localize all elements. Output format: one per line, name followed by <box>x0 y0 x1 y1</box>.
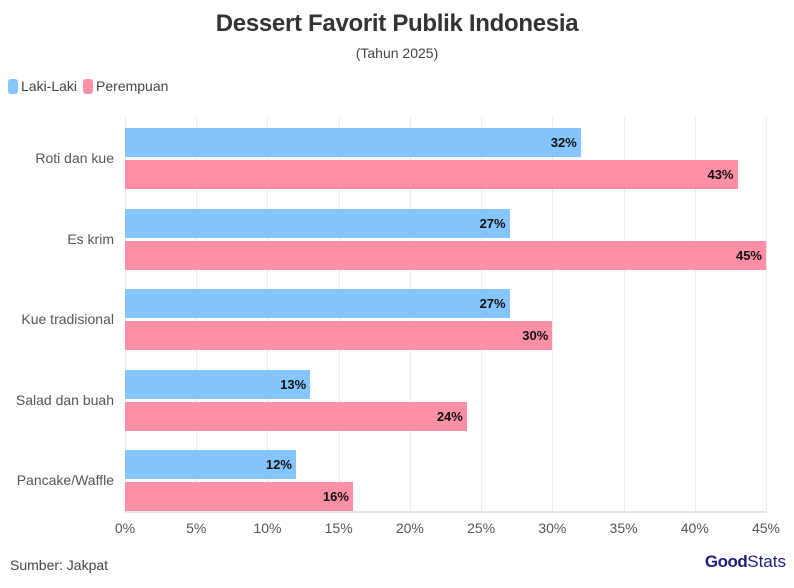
category-label: Kue tradisional <box>21 311 114 327</box>
category-label: Roti dan kue <box>35 150 114 166</box>
x-tick-label: 20% <box>395 520 424 536</box>
bar-perempuan[interactable]: 43% <box>125 160 738 189</box>
legend: Laki-Laki Perempuan <box>8 78 174 94</box>
bar-laki-laki[interactable]: 32% <box>125 128 581 157</box>
x-tick-label: 10% <box>253 520 282 536</box>
gridline <box>766 117 767 513</box>
plot-area: 32% 43% 27% 45% 27% 30% 13% 24% 12% 16% <box>125 117 767 513</box>
x-tick-label: 40% <box>680 520 709 536</box>
bar-value-label: 27% <box>479 296 506 311</box>
bar-laki-laki[interactable]: 12% <box>125 450 296 479</box>
x-tick-label: 35% <box>609 520 638 536</box>
chart-subtitle: (Tahun 2025) <box>355 45 439 61</box>
bar-value-label: 12% <box>265 457 292 472</box>
category-label: Pancake/Waffle <box>16 472 114 488</box>
legend-item-perempuan[interactable]: Perempuan <box>83 78 168 94</box>
logo-bold: Good <box>704 552 748 571</box>
x-tick-label: 25% <box>467 520 496 536</box>
bar-perempuan[interactable]: 24% <box>125 401 467 431</box>
category-label: Es krim <box>67 230 114 247</box>
bar-value-label: 43% <box>707 167 734 182</box>
bar-laki-laki[interactable]: 27% <box>125 289 510 318</box>
gridline <box>623 117 625 513</box>
legend-label: Perempuan <box>96 78 169 94</box>
chart-title: Dessert Favorit Publik Indonesia <box>215 10 579 37</box>
logo-light: Stats <box>747 552 786 571</box>
x-tick-label: 15% <box>324 520 353 536</box>
bar-perempuan[interactable]: 45% <box>125 240 766 270</box>
bar-laki-laki[interactable]: 27% <box>125 208 510 238</box>
source-note: Sumber: Jakpat <box>10 557 109 573</box>
legend-item-laki-laki[interactable]: Laki-Laki <box>8 78 77 94</box>
legend-swatch-laki-laki <box>8 78 18 94</box>
bar-value-label: 45% <box>735 247 762 263</box>
bar-perempuan[interactable]: 30% <box>125 321 553 350</box>
goodstats-logo: Good Stats <box>705 552 786 572</box>
bar-value-label: 24% <box>436 408 463 424</box>
bar-value-label: 13% <box>280 376 307 392</box>
gridline <box>552 117 554 513</box>
x-tick-label: 5% <box>186 520 207 536</box>
x-axis-line <box>125 511 766 513</box>
bar-value-label: 16% <box>322 489 349 504</box>
legend-label: Laki-Laki <box>21 78 78 94</box>
bar-value-label: 32% <box>550 135 577 150</box>
x-tick-label: 30% <box>538 520 567 536</box>
x-tick-label: 45% <box>751 520 781 536</box>
category-label: Salad dan buah <box>15 391 114 408</box>
gridline <box>694 117 696 513</box>
x-tick-label: 0% <box>114 520 136 536</box>
bar-perempuan[interactable]: 16% <box>125 482 353 511</box>
bar-value-label: 30% <box>522 328 549 343</box>
bar-laki-laki[interactable]: 13% <box>125 369 311 399</box>
legend-swatch-perempuan <box>83 78 94 94</box>
bar-value-label: 27% <box>479 215 506 231</box>
